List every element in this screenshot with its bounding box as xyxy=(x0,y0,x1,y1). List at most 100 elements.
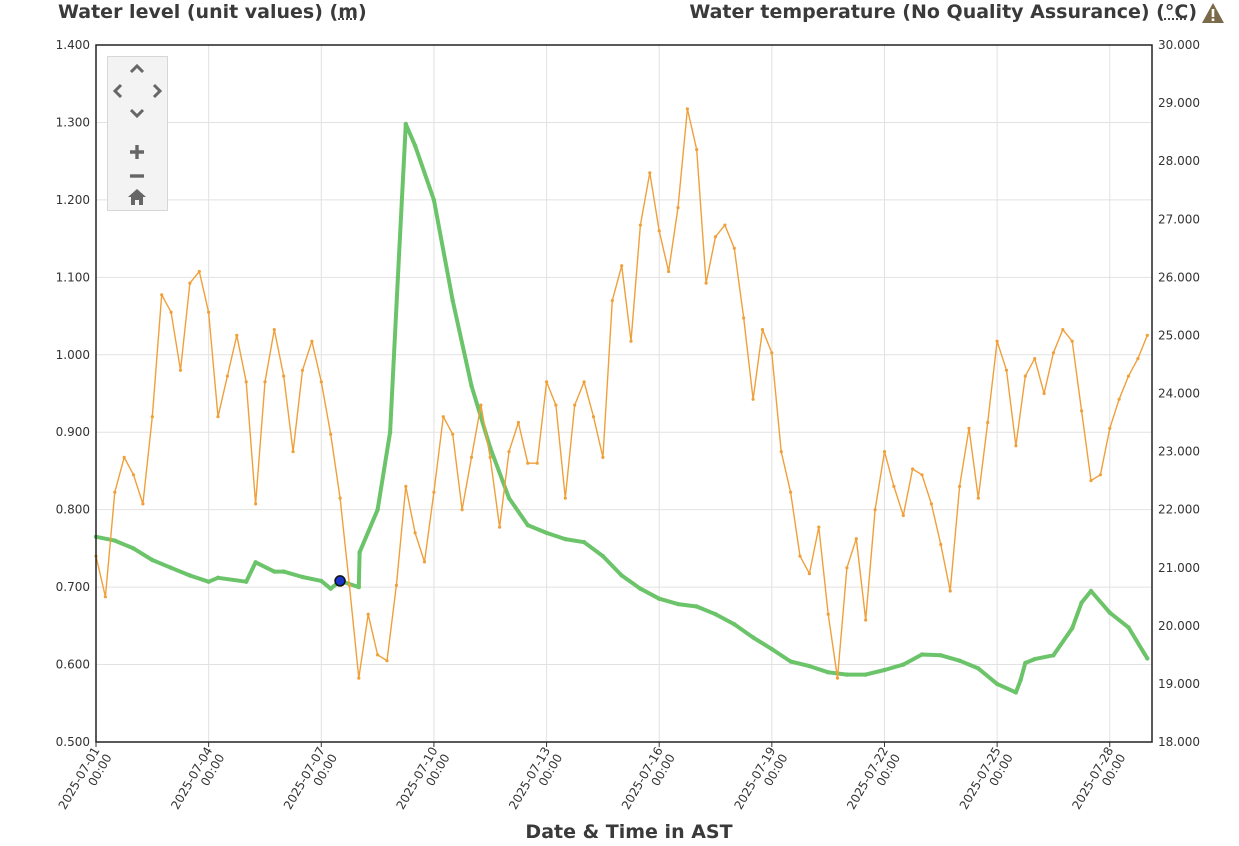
water-temperature-point xyxy=(845,566,849,570)
water-temperature-point xyxy=(1098,473,1102,477)
minus-icon[interactable] xyxy=(127,166,147,186)
water-level-point xyxy=(187,573,193,578)
water-temperature-point xyxy=(244,380,248,384)
plus-icon[interactable] xyxy=(127,142,147,162)
right-y-tick-label: 22.000 xyxy=(1158,503,1200,517)
home-icon[interactable] xyxy=(127,187,147,207)
water-level-point xyxy=(387,430,393,435)
water-temperature-point xyxy=(1126,374,1131,378)
water-temperature-points xyxy=(94,107,1149,680)
water-temperature-point xyxy=(479,403,483,407)
water-level-point xyxy=(938,653,943,658)
water-temperature-point xyxy=(291,450,295,454)
right-axis-title-close: ) xyxy=(1188,1,1197,23)
water-temperature-point xyxy=(582,380,586,384)
water-temperature-point xyxy=(216,415,220,419)
water-temperature-point xyxy=(1089,479,1093,483)
water-temperature-point xyxy=(610,299,614,303)
water-temperature-point xyxy=(620,264,624,268)
water-level-point xyxy=(713,612,718,617)
right-y-tick-label: 24.000 xyxy=(1158,387,1200,401)
water-level-point xyxy=(244,579,249,584)
water-level-point xyxy=(206,579,211,584)
chevron-up-icon[interactable] xyxy=(127,59,147,79)
water-level-point xyxy=(356,584,361,590)
chevron-left-icon[interactable] xyxy=(108,81,128,101)
water-temperature-point xyxy=(1070,339,1074,343)
water-temperature-point xyxy=(892,484,896,488)
water-level-point xyxy=(1051,653,1056,658)
water-level-point xyxy=(412,143,418,148)
water-temperature-point xyxy=(732,246,736,250)
series-group xyxy=(93,107,1150,695)
right-y-tick-label: 27.000 xyxy=(1158,212,1200,226)
water-level-point xyxy=(1088,588,1094,594)
right-axis-unit[interactable]: °C xyxy=(1164,1,1189,23)
water-temperature-point xyxy=(150,415,154,419)
right-axis-title: Water temperature (No Quality Assurance)… xyxy=(689,1,1197,23)
chevron-right-icon[interactable] xyxy=(147,81,167,101)
water-temperature-point xyxy=(207,310,211,314)
water-temperature-point xyxy=(376,653,380,657)
water-temperature-point xyxy=(854,537,858,541)
water-temperature-point xyxy=(713,235,718,239)
water-temperature-point xyxy=(413,531,417,535)
right-y-tick-label: 29.000 xyxy=(1158,96,1200,110)
water-temperature-point xyxy=(1145,333,1149,337)
water-level-point xyxy=(131,546,136,551)
water-level-point xyxy=(807,663,812,669)
right-y-axis: 18.000 19.000 20.000 21.000 22.000 23.000 24.0… xyxy=(1158,38,1200,749)
water-temperature-point xyxy=(958,484,962,488)
water-level-point xyxy=(506,495,512,501)
water-temperature-point xyxy=(601,455,605,459)
water-temperature-point xyxy=(864,618,868,622)
water-temperature-point xyxy=(1108,426,1112,430)
water-temperature-point xyxy=(516,420,521,425)
water-temperature-point xyxy=(357,676,361,680)
water-level-point xyxy=(994,681,1000,687)
left-axis-unit[interactable]: m xyxy=(338,1,359,23)
water-temperature-point xyxy=(300,368,305,372)
water-level-point xyxy=(957,658,962,663)
water-level-point xyxy=(882,667,887,673)
water-temperature-point xyxy=(817,525,821,529)
water-level-point xyxy=(581,540,587,545)
water-temperature-point xyxy=(507,450,511,454)
water-temperature-point xyxy=(1042,391,1046,396)
water-temperature-point xyxy=(760,328,765,332)
water-level-point xyxy=(1070,626,1075,631)
water-temperature-point xyxy=(1136,357,1140,361)
water-level-point xyxy=(638,586,643,591)
water-temperature-point xyxy=(347,583,351,587)
water-level-point xyxy=(272,569,277,574)
plot-area-frame xyxy=(95,44,1153,743)
x-axis-title: Date & Time in AST xyxy=(525,821,733,843)
water-temperature-point xyxy=(1004,368,1009,372)
chevron-down-icon[interactable] xyxy=(127,103,147,123)
water-temperature-point xyxy=(882,450,887,454)
water-level-point xyxy=(319,578,324,584)
warning-triangle-icon[interactable] xyxy=(1201,2,1225,24)
water-temperature-point xyxy=(545,380,549,384)
water-temperature-point xyxy=(460,508,464,512)
water-temperature-point xyxy=(526,461,530,465)
water-temperature-point xyxy=(779,450,783,454)
left-y-tick-label: 0.500 xyxy=(56,735,90,749)
water-level-point xyxy=(112,538,118,543)
water-temperature-point xyxy=(366,612,370,616)
water-temperature-point xyxy=(629,339,633,343)
water-temperature-point xyxy=(920,473,924,477)
water-temperature-point xyxy=(1033,357,1037,361)
left-axis-title-text: Water level (unit values) ( xyxy=(58,1,339,23)
water-temperature-point xyxy=(986,420,990,425)
water-temperature-point xyxy=(469,455,474,459)
water-temperature-point xyxy=(704,281,708,285)
water-level-points xyxy=(93,121,1150,695)
water-level-point xyxy=(1126,625,1131,630)
